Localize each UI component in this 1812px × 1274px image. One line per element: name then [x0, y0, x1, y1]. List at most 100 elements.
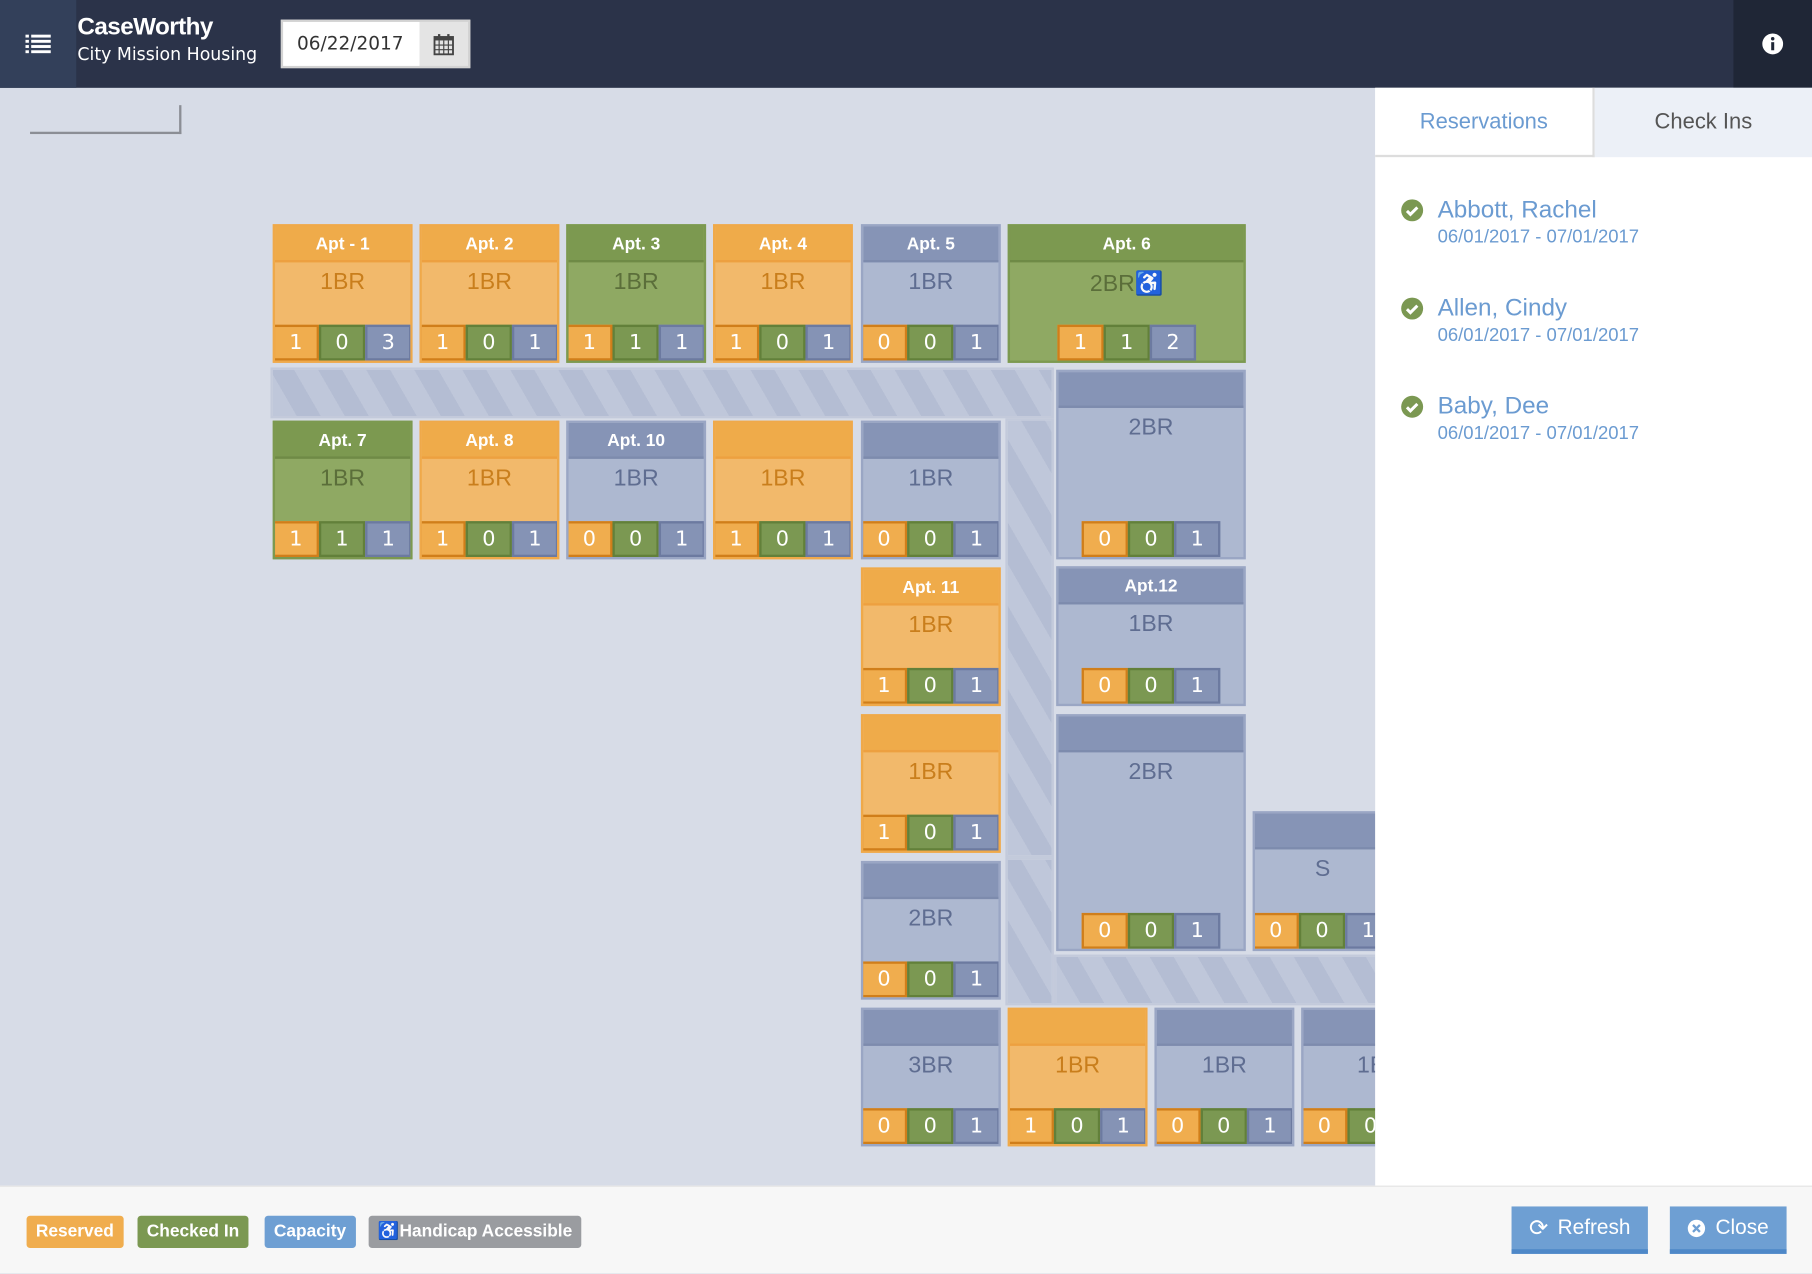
- room-name: Apt. 11: [863, 569, 999, 606]
- room-type: 1BR: [1059, 611, 1244, 638]
- tab-reservations[interactable]: Reservations: [1375, 87, 1595, 158]
- room-type-label: 1BR: [760, 465, 806, 492]
- room-type: 1BR: [863, 612, 998, 639]
- list-item[interactable]: Allen, Cindy 06/01/2017 - 07/01/2017: [1375, 295, 1812, 356]
- capacity-count: 1: [953, 814, 999, 851]
- room[interactable]: 3BR 0 0 1: [860, 1007, 1001, 1147]
- room[interactable]: 1BR 0 0 1: [860, 420, 1001, 560]
- room[interactable]: 1BR 1 0 1: [713, 420, 853, 560]
- room[interactable]: Apt - 1 1BR 1 0 3: [272, 224, 413, 363]
- room[interactable]: Apt. 5 1BR 0 0 1: [860, 224, 1001, 363]
- close-button[interactable]: Close: [1669, 1206, 1787, 1254]
- date-input[interactable]: 06/22/2017: [283, 21, 420, 66]
- reservation-list: Abbott, Rachel 06/01/2017 - 07/01/2017 A…: [1375, 196, 1812, 454]
- reserved-count: 0: [1156, 1108, 1201, 1145]
- footer: Reserved Checked In Capacity ♿Handicap A…: [0, 1185, 1812, 1274]
- info-button[interactable]: [1733, 0, 1812, 88]
- tab-check-ins[interactable]: Check Ins: [1594, 87, 1812, 158]
- room[interactable]: 1E 00: [1301, 1007, 1376, 1147]
- room[interactable]: Apt. 2 1BR 1 0 1: [419, 224, 560, 363]
- wheelchair-icon: ♿: [377, 1221, 400, 1242]
- capacity-count: 1: [511, 521, 558, 558]
- room-type-label: 1BR: [1128, 611, 1174, 637]
- capacity-count: 1: [658, 324, 704, 361]
- capacity-count: 1: [953, 1108, 999, 1145]
- room[interactable]: Apt. 11 1BR 1 0 1: [860, 567, 1001, 707]
- reservation-name[interactable]: Abbott, Rachel: [1437, 196, 1597, 224]
- legend-handicap-label: Handicap Accessible: [399, 1221, 573, 1242]
- reserved-count: 0: [1081, 667, 1128, 704]
- calendar-button[interactable]: [419, 22, 468, 66]
- checked-in-count: 0: [1127, 521, 1175, 558]
- room[interactable]: 1BR 1 0 1: [1007, 1007, 1148, 1147]
- room-type-label: 1BR: [908, 269, 954, 295]
- checked-in-count: 1: [612, 324, 659, 361]
- reservation-name[interactable]: Baby, Dee: [1437, 392, 1550, 420]
- reserved-count: 0: [863, 521, 908, 558]
- checked-in-count: 0: [1053, 1108, 1101, 1145]
- checked-in-count: 0: [907, 814, 954, 851]
- checked-in-count: 0: [1298, 912, 1346, 949]
- room[interactable]: Apt. 6 2BR♿ 1 1 2: [1007, 224, 1246, 363]
- capacity-count: 1: [953, 324, 999, 361]
- room-type-label: 1BR: [1055, 1052, 1101, 1079]
- room[interactable]: 2BR 0 0 1: [1056, 714, 1246, 952]
- capacity-count: 1: [1174, 912, 1221, 949]
- list-item[interactable]: Baby, Dee 06/01/2017 - 07/01/2017: [1375, 393, 1812, 454]
- checked-in-count: 0: [465, 521, 512, 558]
- check-circle-icon: [1401, 199, 1424, 222]
- checked-in-count: 0: [907, 324, 954, 361]
- reservation-name[interactable]: Allen, Cindy: [1437, 294, 1568, 322]
- floor-tab[interactable]: [30, 105, 182, 135]
- list-item[interactable]: Abbott, Rachel 06/01/2017 - 07/01/2017: [1375, 196, 1812, 257]
- room[interactable]: 2BR 0 0 1: [860, 860, 1001, 1000]
- room[interactable]: Apt. 10 1BR 0 0 1: [566, 420, 707, 560]
- room-type: 1BR: [1010, 1053, 1145, 1080]
- room-type-label: 2BR: [1089, 271, 1135, 297]
- reserved-count: 0: [1303, 1108, 1348, 1145]
- room-type: 1BR: [422, 269, 557, 296]
- room[interactable]: 2BR 0 0 1: [1056, 369, 1246, 560]
- room[interactable]: 1BR 1 0 1: [860, 714, 1001, 853]
- room-type: 1BR: [715, 466, 850, 493]
- menu-button[interactable]: [0, 0, 77, 88]
- checked-in-count: 0: [907, 521, 954, 558]
- room-type: 1BR: [275, 269, 410, 296]
- reserved-count: 1: [1057, 324, 1104, 361]
- reserved-count: 1: [421, 324, 466, 361]
- capacity-count: 1: [365, 521, 411, 558]
- room[interactable]: Apt. 7 1BR 1 1 1: [272, 420, 413, 560]
- room-name: Apt. 6: [1010, 226, 1244, 263]
- room-type: 1BR: [275, 466, 410, 493]
- room-type: 3BR: [863, 1053, 998, 1080]
- checked-in-count: 1: [318, 521, 366, 558]
- corridor: [270, 367, 1054, 419]
- room[interactable]: Apt.12 1BR 0 0 1: [1056, 566, 1246, 707]
- room[interactable]: Apt. 4 1BR 1 0 1: [713, 224, 853, 363]
- floor-map: Apt - 1 1BR 1 0 3 Apt. 2 1BR 1 0 1 Apt. 3 1BR 1 1 1 Apt…: [0, 88, 1376, 1186]
- room-type-label: 3BR: [908, 1052, 954, 1079]
- room-type: 1BR: [1157, 1053, 1292, 1080]
- checked-in-count: 1: [1103, 324, 1150, 361]
- refresh-icon: ⟳: [1528, 1215, 1549, 1242]
- capacity-count: 1: [805, 324, 851, 361]
- room[interactable]: Apt. 3 1BR 1 1 1: [566, 224, 707, 363]
- room-type: 1E: [1304, 1053, 1375, 1080]
- reserved-count: 0: [863, 324, 908, 361]
- capacity-count: 1: [1174, 667, 1221, 704]
- room-counts: 00: [1303, 1108, 1376, 1145]
- room[interactable]: 1BR 0 0 1: [1154, 1007, 1295, 1147]
- refresh-button[interactable]: ⟳ Refresh: [1511, 1206, 1648, 1254]
- room[interactable]: Apt. 8 1BR 1 0 1: [419, 420, 560, 560]
- org-name: City Mission Housing: [77, 43, 258, 65]
